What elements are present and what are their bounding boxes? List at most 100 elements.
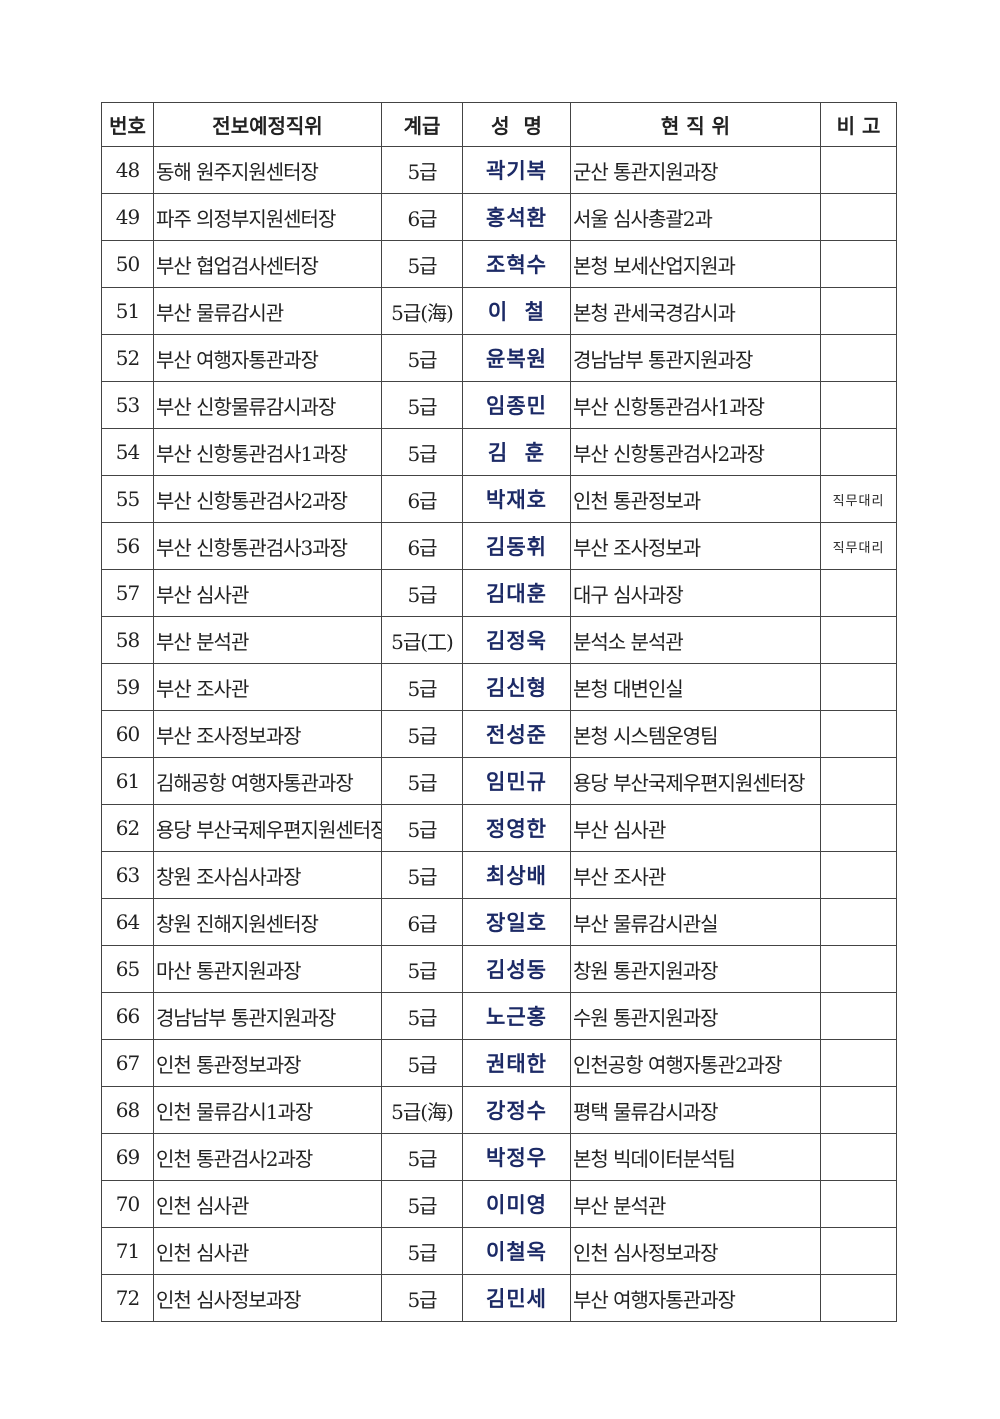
cell-new-position: 부산 여행자통관과장 — [153, 334, 382, 382]
cell-new-position: 인천 통관검사2과장 — [153, 1133, 382, 1181]
cell-note — [820, 193, 897, 241]
cell-grade: 5급 — [381, 569, 463, 617]
cell-number: 59 — [101, 663, 154, 711]
table-row: 58 부산 분석관 5급(工) 김정욱 분석소 분석관 — [101, 616, 897, 664]
cell-name: 장일호 — [462, 898, 571, 946]
cell-name: 윤복원 — [462, 334, 571, 382]
cell-new-position: 부산 물류감시관 — [153, 287, 382, 335]
table-row: 52 부산 여행자통관과장 5급 윤복원 경남남부 통관지원과장 — [101, 334, 897, 382]
cell-number: 49 — [101, 193, 154, 241]
cell-note: 직무대리 — [820, 522, 897, 570]
cell-number: 66 — [101, 992, 154, 1040]
cell-grade: 5급 — [381, 1227, 463, 1275]
cell-name: 이철옥 — [462, 1227, 571, 1275]
cell-grade: 5급 — [381, 1180, 463, 1228]
cell-grade: 5급 — [381, 851, 463, 899]
cell-note — [820, 663, 897, 711]
cell-grade: 6급 — [381, 475, 463, 523]
cell-current-position: 대구 심사과장 — [570, 569, 821, 617]
cell-grade: 5급 — [381, 945, 463, 993]
cell-grade: 5급 — [381, 1274, 463, 1322]
table-row: 53 부산 신항물류감시과장 5급 임종민 부산 신항통관검사1과장 — [101, 381, 897, 429]
cell-new-position: 인천 물류감시1과장 — [153, 1086, 382, 1134]
table-row: 62 용당 부산국제우편지원센터장 5급 정영한 부산 심사관 — [101, 804, 897, 852]
cell-number: 50 — [101, 240, 154, 288]
cell-note — [820, 334, 897, 382]
personnel-transfer-table: 번호 전보예정직위 계급 성 명 현 직 위 비 고 48 동해 원주지원센터장 5… — [101, 102, 897, 1322]
cell-new-position: 부산 협업검사센터장 — [153, 240, 382, 288]
cell-grade: 5급 — [381, 1133, 463, 1181]
cell-grade: 5급 — [381, 992, 463, 1040]
cell-grade: 5급 — [381, 334, 463, 382]
table-row: 51 부산 물류감시관 5급(海) 이 철 본청 관세국경감시과 — [101, 287, 897, 335]
table-row: 66 경남남부 통관지원과장 5급 노근홍 수원 통관지원과장 — [101, 992, 897, 1040]
cell-current-position: 창원 통관지원과장 — [570, 945, 821, 993]
cell-grade: 5급(海) — [381, 287, 463, 335]
cell-current-position: 부산 신항통관검사1과장 — [570, 381, 821, 429]
cell-note — [820, 851, 897, 899]
cell-number: 58 — [101, 616, 154, 664]
header-note: 비 고 — [820, 102, 897, 147]
cell-grade: 5급 — [381, 428, 463, 476]
cell-name: 이 철 — [462, 287, 571, 335]
table-row: 59 부산 조사관 5급 김신형 본청 대변인실 — [101, 663, 897, 711]
cell-new-position: 부산 심사관 — [153, 569, 382, 617]
cell-note — [820, 1086, 897, 1134]
cell-note — [820, 1039, 897, 1087]
cell-name: 곽기복 — [462, 146, 571, 194]
cell-new-position: 부산 조사관 — [153, 663, 382, 711]
table-row: 57 부산 심사관 5급 김대훈 대구 심사과장 — [101, 569, 897, 617]
cell-name: 홍석환 — [462, 193, 571, 241]
cell-name: 이미영 — [462, 1180, 571, 1228]
cell-new-position: 부산 신항통관검사1과장 — [153, 428, 382, 476]
cell-number: 71 — [101, 1227, 154, 1275]
cell-name: 김민세 — [462, 1274, 571, 1322]
cell-grade: 5급(工) — [381, 616, 463, 664]
table-row: 61 김해공항 여행자통관과장 5급 임민규 용당 부산국제우편지원센터장 — [101, 757, 897, 805]
header-number: 번호 — [101, 102, 154, 147]
cell-note — [820, 146, 897, 194]
table-row: 63 창원 조사심사과장 5급 최상배 부산 조사관 — [101, 851, 897, 899]
cell-note — [820, 710, 897, 758]
cell-new-position: 부산 분석관 — [153, 616, 382, 664]
cell-number: 64 — [101, 898, 154, 946]
cell-current-position: 부산 심사관 — [570, 804, 821, 852]
table-row: 65 마산 통관지원과장 5급 김성동 창원 통관지원과장 — [101, 945, 897, 993]
cell-current-position: 본청 시스템운영팀 — [570, 710, 821, 758]
cell-number: 70 — [101, 1180, 154, 1228]
cell-name: 김정욱 — [462, 616, 571, 664]
cell-note — [820, 1227, 897, 1275]
cell-current-position: 본청 보세산업지원과 — [570, 240, 821, 288]
header-grade: 계급 — [381, 102, 463, 147]
table-row: 69 인천 통관검사2과장 5급 박정우 본청 빅데이터분석팀 — [101, 1133, 897, 1181]
cell-note — [820, 569, 897, 617]
cell-current-position: 인천공항 여행자통관2과장 — [570, 1039, 821, 1087]
table-row: 50 부산 협업검사센터장 5급 조혁수 본청 보세산업지원과 — [101, 240, 897, 288]
cell-number: 68 — [101, 1086, 154, 1134]
cell-note — [820, 992, 897, 1040]
cell-name: 박재호 — [462, 475, 571, 523]
table-body: 48 동해 원주지원센터장 5급 곽기복 군산 통관지원과장 49 파주 의정부지원센터장 6… — [101, 146, 897, 1322]
cell-number: 72 — [101, 1274, 154, 1322]
cell-number: 67 — [101, 1039, 154, 1087]
cell-new-position: 동해 원주지원센터장 — [153, 146, 382, 194]
cell-note — [820, 945, 897, 993]
cell-name: 노근홍 — [462, 992, 571, 1040]
table-row: 56 부산 신항통관검사3과장 6급 김동휘 부산 조사정보과 직무대리 — [101, 522, 897, 570]
table-row: 68 인천 물류감시1과장 5급(海) 강정수 평택 물류감시과장 — [101, 1086, 897, 1134]
cell-grade: 6급 — [381, 522, 463, 570]
cell-grade: 5급 — [381, 804, 463, 852]
cell-note — [820, 1180, 897, 1228]
cell-name: 김 훈 — [462, 428, 571, 476]
cell-grade: 5급 — [381, 710, 463, 758]
cell-current-position: 본청 대변인실 — [570, 663, 821, 711]
cell-new-position: 인천 심사관 — [153, 1180, 382, 1228]
cell-current-position: 평택 물류감시과장 — [570, 1086, 821, 1134]
cell-name: 강정수 — [462, 1086, 571, 1134]
header-new-position: 전보예정직위 — [153, 102, 382, 147]
cell-number: 53 — [101, 381, 154, 429]
cell-current-position: 부산 조사정보과 — [570, 522, 821, 570]
cell-new-position: 파주 의정부지원센터장 — [153, 193, 382, 241]
cell-number: 61 — [101, 757, 154, 805]
cell-current-position: 분석소 분석관 — [570, 616, 821, 664]
